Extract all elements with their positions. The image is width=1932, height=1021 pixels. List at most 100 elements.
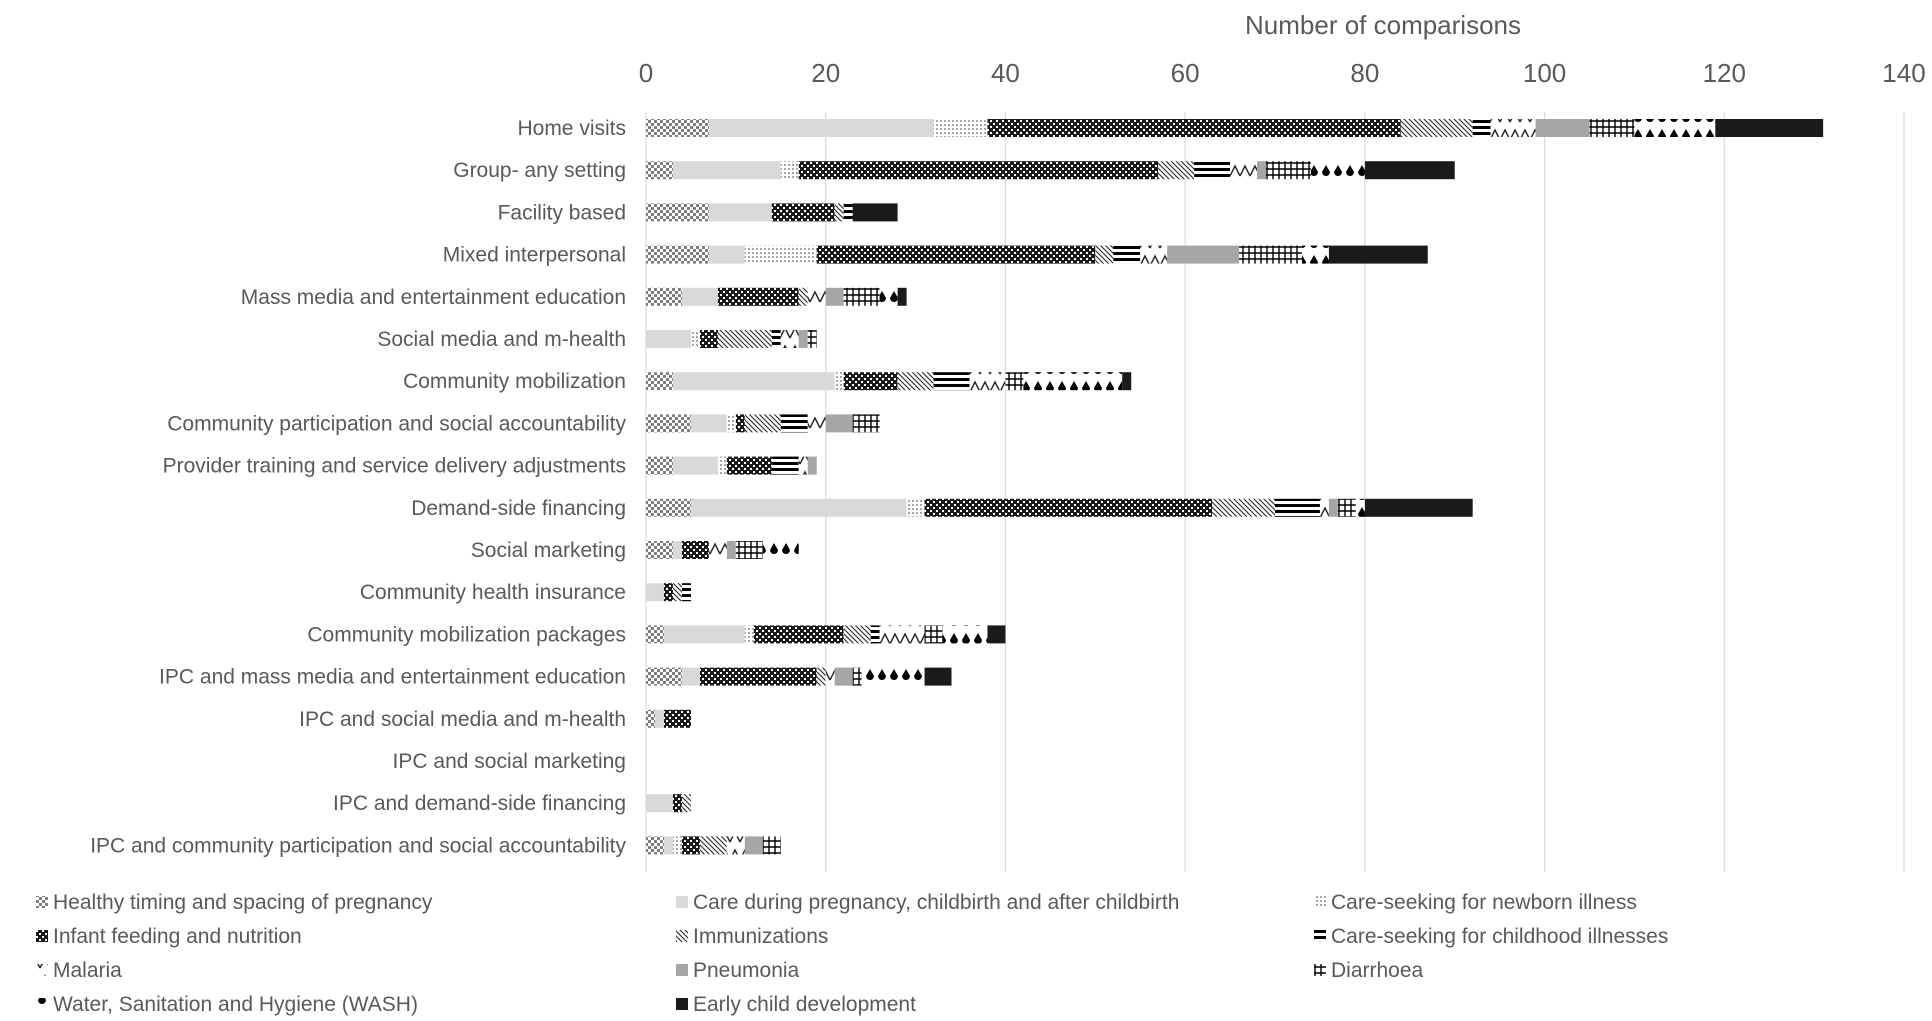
bar-segment: [772, 203, 835, 221]
bar-segment: [1590, 119, 1635, 137]
bar-segment: [700, 668, 817, 686]
bar-segment: [646, 499, 691, 517]
bar-segment: [682, 836, 700, 854]
bar-segment: [646, 457, 673, 475]
bar-segment: [709, 203, 772, 221]
bar-segment: [646, 794, 673, 812]
legend-swatch: [676, 896, 688, 908]
bar-segment: [853, 414, 880, 432]
bar-segment: [682, 668, 700, 686]
bar-segment: [1302, 246, 1329, 264]
legend-label: Early child development: [693, 993, 916, 1016]
category-label: Home visits: [517, 117, 626, 140]
bar-segment: [1194, 161, 1230, 179]
bar-segment: [987, 119, 1400, 137]
category-label: Group- any setting: [453, 159, 626, 182]
bar-segment: [880, 625, 925, 643]
bar-segment: [1266, 161, 1311, 179]
bar-segment: [682, 288, 718, 306]
bar-segment: [673, 794, 682, 812]
bar-segment: [826, 414, 853, 432]
category-label: Mass media and entertainment education: [241, 286, 626, 309]
bar-segment: [673, 541, 682, 559]
category-label: IPC and mass media and entertainment edu…: [159, 666, 626, 689]
bar-segment: [709, 246, 745, 264]
bar-segment: [1140, 246, 1167, 264]
bar-segment: [745, 836, 763, 854]
bar-segment: [718, 330, 772, 348]
bar-segment: [1005, 372, 1023, 390]
bar-segment: [1329, 246, 1428, 264]
bar-segment: [934, 372, 970, 390]
bar-segment: [1167, 246, 1239, 264]
bar-segment: [1401, 119, 1473, 137]
legend-swatch: [676, 964, 688, 976]
bar-segment: [691, 330, 700, 348]
bar-segment: [817, 246, 1096, 264]
bar-segment: [646, 246, 709, 264]
legend-swatch: [36, 930, 48, 942]
bar-segment: [772, 330, 781, 348]
bar-segment: [817, 668, 826, 686]
bar-segment: [691, 414, 727, 432]
bar-segment: [1275, 499, 1320, 517]
bar-segment: [826, 288, 844, 306]
bar-segment: [987, 625, 1005, 643]
bar-segment: [772, 457, 799, 475]
legend-swatch: [36, 998, 48, 1010]
bar-segment: [682, 794, 691, 812]
bar-segment: [646, 668, 682, 686]
category-labels: Home visits Group- any setting Facility ba…: [90, 117, 626, 857]
category-label: Community participation and social accou…: [167, 412, 626, 435]
bar-segment: [1113, 246, 1140, 264]
bar-segment: [799, 330, 808, 348]
bar-segment: [682, 541, 709, 559]
bar-segment: [763, 541, 799, 559]
bar-segment: [646, 414, 691, 432]
bar-segment: [1239, 246, 1302, 264]
x-tick-label: 120: [1703, 58, 1746, 88]
bar-segment: [646, 836, 664, 854]
legend-label: Care-seeking for newborn illness: [1331, 891, 1637, 914]
bar-segment: [691, 499, 907, 517]
bar-segment: [898, 372, 934, 390]
legend-swatch: [1314, 896, 1326, 908]
legend-swatch: [1314, 930, 1326, 942]
bar-segment: [736, 541, 763, 559]
bar-segment: [745, 625, 754, 643]
bar-segment: [844, 372, 898, 390]
legend-label: Infant feeding and nutrition: [53, 925, 302, 948]
category-label: Community mobilization packages: [307, 623, 626, 646]
bar-segment: [646, 119, 709, 137]
category-label: IPC and demand-side financing: [333, 792, 626, 815]
category-label: Community mobilization: [403, 370, 626, 393]
bar-segment: [646, 710, 655, 728]
legend-label: Care-seeking for childhood illnesses: [1331, 925, 1668, 948]
bar-segment: [925, 499, 1213, 517]
bar-segment: [808, 414, 826, 432]
legend-label: Diarrhoea: [1331, 959, 1424, 982]
bar-segment: [646, 625, 664, 643]
x-tick-label: 80: [1350, 58, 1379, 88]
bar-segment: [1491, 119, 1536, 137]
x-tick-label: 40: [991, 58, 1020, 88]
bar-segment: [853, 668, 862, 686]
bar-segment: [943, 625, 988, 643]
bar-segment: [781, 414, 808, 432]
bar-segment: [673, 372, 835, 390]
bar-segment: [718, 457, 727, 475]
bar-segment: [646, 372, 673, 390]
bar-segment: [808, 457, 817, 475]
x-tick-label: 60: [1171, 58, 1200, 88]
bar-segment: [664, 710, 691, 728]
bar-segment: [835, 203, 844, 221]
bar-segment: [682, 583, 691, 601]
bar-segment: [709, 541, 727, 559]
bar-segment: [1473, 119, 1491, 137]
bar-segment: [853, 203, 898, 221]
bar-segment: [664, 836, 673, 854]
bar-segment: [736, 414, 745, 432]
bar-segment: [826, 668, 835, 686]
